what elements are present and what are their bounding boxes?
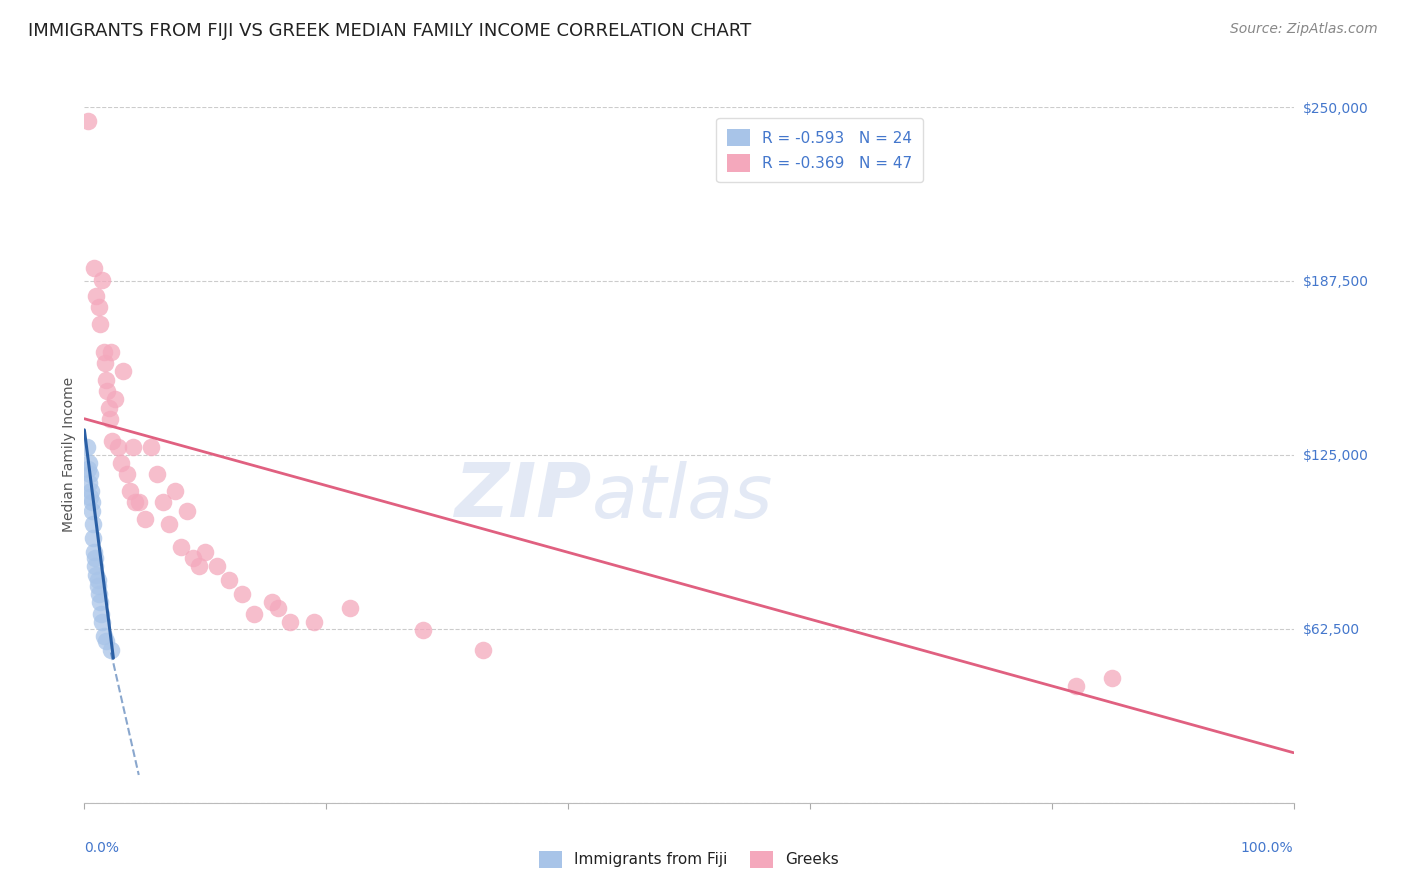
Point <box>79 467 101 482</box>
Point <box>170 540 193 554</box>
Point <box>82 503 104 517</box>
Point <box>77 462 100 476</box>
Point <box>146 467 169 482</box>
Point <box>84 559 107 574</box>
Point <box>97 401 120 415</box>
Point <box>83 545 105 559</box>
Legend: Immigrants from Fiji, Greeks: Immigrants from Fiji, Greeks <box>533 845 845 873</box>
Text: ZIP: ZIP <box>456 460 592 533</box>
Point <box>83 550 105 565</box>
Point <box>87 301 110 315</box>
Point <box>90 607 112 621</box>
Point <box>91 272 114 286</box>
Point <box>472 642 495 657</box>
Point <box>412 624 434 638</box>
Y-axis label: Median Family Income: Median Family Income <box>62 377 76 533</box>
Point <box>100 642 122 657</box>
Point <box>260 595 283 609</box>
Point <box>194 545 217 559</box>
Point <box>339 601 361 615</box>
Point <box>91 615 114 629</box>
Point <box>231 587 253 601</box>
Point <box>267 601 290 615</box>
Point <box>76 440 98 454</box>
Point <box>87 579 110 593</box>
Point <box>77 114 100 128</box>
Point <box>128 495 150 509</box>
Point <box>86 289 108 303</box>
Point <box>94 373 117 387</box>
Point <box>93 345 115 359</box>
Point <box>218 573 240 587</box>
Point <box>104 392 127 407</box>
Point <box>124 495 146 509</box>
Point <box>181 550 204 565</box>
Point <box>1101 671 1123 685</box>
Point <box>82 532 104 546</box>
Point <box>86 573 108 587</box>
Point <box>152 495 174 509</box>
Legend: R = -0.593   N = 24, R = -0.369   N = 47: R = -0.593 N = 24, R = -0.369 N = 47 <box>717 118 924 183</box>
Point <box>89 595 111 609</box>
Point <box>112 364 135 378</box>
Point <box>157 517 180 532</box>
Point <box>110 456 132 470</box>
Text: atlas: atlas <box>592 460 773 533</box>
Point <box>80 495 103 509</box>
Point <box>79 490 101 504</box>
Point <box>115 467 138 482</box>
Point <box>100 345 122 359</box>
Point <box>98 411 121 425</box>
Point <box>83 261 105 276</box>
Point <box>101 434 124 448</box>
Point <box>1064 679 1087 693</box>
Point <box>77 456 100 470</box>
Point <box>77 475 100 490</box>
Point <box>176 503 198 517</box>
Point <box>107 440 129 454</box>
Point <box>96 384 118 398</box>
Point <box>94 356 117 370</box>
Point <box>94 634 117 648</box>
Point <box>188 559 211 574</box>
Point <box>82 517 104 532</box>
Text: IMMIGRANTS FROM FIJI VS GREEK MEDIAN FAMILY INCOME CORRELATION CHART: IMMIGRANTS FROM FIJI VS GREEK MEDIAN FAM… <box>28 22 751 40</box>
Point <box>80 484 103 499</box>
Point <box>120 484 142 499</box>
Point <box>302 615 325 629</box>
Point <box>89 317 111 331</box>
Point <box>242 607 264 621</box>
Text: Source: ZipAtlas.com: Source: ZipAtlas.com <box>1230 22 1378 37</box>
Point <box>93 629 115 643</box>
Text: 100.0%: 100.0% <box>1241 841 1294 855</box>
Point <box>134 512 156 526</box>
Point <box>86 567 108 582</box>
Point <box>87 587 110 601</box>
Point <box>165 484 187 499</box>
Point <box>139 440 162 454</box>
Point <box>207 559 229 574</box>
Point <box>278 615 301 629</box>
Point <box>121 440 143 454</box>
Text: 0.0%: 0.0% <box>84 841 120 855</box>
